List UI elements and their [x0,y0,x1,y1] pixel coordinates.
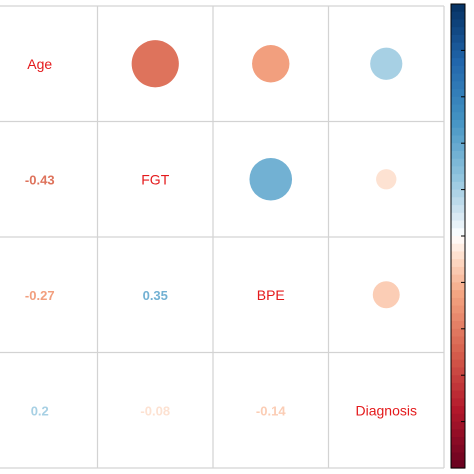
colorbar-segment [451,174,465,183]
colorbar-segment [451,460,465,469]
colorbar-segment [451,65,465,75]
colorbar-segment [451,297,465,307]
colorbar-segment [451,437,465,446]
colorbar-segment [451,328,465,338]
correlation-value-label: -0.43 [25,172,55,187]
colorbar-segment [451,444,465,454]
grid-lines [0,5,445,469]
variable-label: Diagnosis [356,402,417,418]
colorbar-segment [451,166,465,175]
colorbar-segment [451,135,465,144]
colorbar-segment [451,50,465,59]
colorbar-segment [451,181,465,191]
correlation-circle [252,45,290,83]
colorbar-segment [451,42,465,51]
correlation-circle [131,40,179,88]
colorbar-segment [451,390,465,399]
correlation-marks: Age FGT BPE Diagnosis -0.43 -0.27 0.35 0.2 -0.08… [25,40,417,418]
colorbar-segment [451,305,465,314]
correlation-value-label: 0.2 [31,403,49,418]
correlation-value-label: 0.35 [143,288,168,303]
variable-label: Age [27,56,52,72]
colorbar-segment [451,58,465,67]
colorbar-segment [451,367,465,376]
colorbar-segment [451,236,465,245]
colorbar-segment [451,274,465,283]
colorbar-segment [451,112,465,121]
colorbar-segment [451,120,465,129]
colorbar-segment [451,321,465,330]
colorbar-segment [451,429,465,438]
correlation-value-label: -0.27 [25,288,55,303]
colorbar-segment [451,413,465,423]
colorbar-segment [451,197,465,206]
colorbar-segment [451,282,465,291]
colorbar-segment [451,313,465,322]
colorbar-segment [451,336,465,345]
colorbar-segment [451,104,465,113]
colorbar-segment [451,220,465,229]
colorbar-segment [451,352,465,361]
variable-label: BPE [257,287,285,303]
colorbar-segment [451,34,465,44]
colorbar-segment [451,243,465,253]
colorbar-segment [451,73,465,82]
colorbar-segment [451,398,465,407]
colorbar-segment [451,4,465,13]
colorbar-segment [451,359,465,369]
correlation-circle [372,281,400,309]
colorbar-segment [451,421,465,430]
colorbar-segment [451,96,465,106]
correlation-value-label: -0.14 [256,403,286,418]
colorbar-segment [451,266,465,276]
variable-label: FGT [141,171,169,187]
correlation-circle [376,169,397,190]
colorbar-segment [451,150,465,160]
colorbar-segment [451,143,465,152]
correlation-circle [249,157,293,201]
color-legend-bar [450,3,466,469]
correlation-value-label: -0.08 [140,403,170,418]
colorbar-segment [451,212,465,222]
correlation-circle [370,47,403,80]
colorbar-segment [451,290,465,299]
colorbar-segment [451,11,465,21]
colorbar-segment [451,205,465,214]
colorbar-segment [451,344,465,353]
colorbar-segment [451,406,465,415]
colorbar-segment [451,81,465,90]
colorbar-segment [451,127,465,137]
colorbar-segment [451,259,465,268]
colorbar-segment [451,228,465,237]
colorbar-segment [451,251,465,260]
colorbar-segment [451,89,465,98]
colorbar-segment [451,375,465,384]
colorbar-segment [451,452,465,461]
colorbar-segment [451,382,465,392]
colorbar-segment [451,27,465,36]
colorbar-segment [451,158,465,167]
colorbar-segment [451,189,465,198]
colorbar-segment [451,19,465,28]
